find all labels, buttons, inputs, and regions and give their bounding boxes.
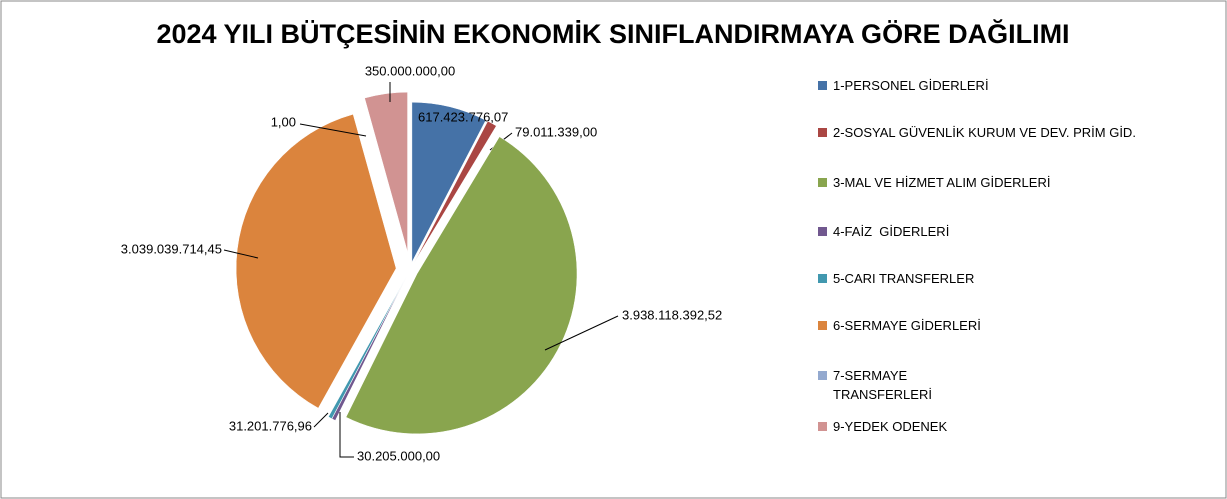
legend-label: 9-YEDEK ODENEK <box>833 419 948 434</box>
legend-item: 5-CARI TRANSFERLER <box>818 269 974 288</box>
legend-item: 7-SERMAYE TRANSFERLERİ <box>818 366 943 404</box>
data-label: 617.423.776,07 <box>418 109 508 124</box>
pie-slice <box>328 276 407 420</box>
data-label: 30.205.000,00 <box>357 448 440 463</box>
legend-swatch <box>818 227 827 236</box>
data-label: 350.000.000,00 <box>365 63 455 78</box>
legend-item: 1-PERSONEL GİDERLERİ <box>818 76 989 95</box>
legend-swatch <box>818 81 827 90</box>
chart-title: 2024 YILI BÜTÇESİNİN EKONOMİK SINIFLANDI… <box>156 18 1069 49</box>
leader-line <box>313 412 329 428</box>
leader-line <box>544 315 619 351</box>
legend-item: 6-SERMAYE GİDERLERİ <box>818 316 981 335</box>
legend-label: 4-FAİZ GİDERLERİ <box>833 224 950 239</box>
pie-slice <box>345 136 578 435</box>
legend-swatch <box>818 274 827 283</box>
data-label: 3.938.118.392,52 <box>622 307 722 322</box>
pie-slice <box>364 91 408 253</box>
legend-label: 1-PERSONEL GİDERLERİ <box>833 78 989 93</box>
pie-slice <box>413 120 497 264</box>
legend-swatch <box>818 422 827 431</box>
legend-item: 2-SOSYAL GÜVENLİK KURUM VE DEV. PRİM GİD… <box>818 123 1136 142</box>
legend-swatch <box>818 321 827 330</box>
data-label: 79.011.339,00 <box>515 124 597 139</box>
legend-label: 3-MAL VE HİZMET ALIM GİDERLERİ <box>833 175 1051 190</box>
legend-label: 2-SOSYAL GÜVENLİK KURUM VE DEV. PRİM GİD… <box>833 125 1136 140</box>
pie-slice <box>363 102 407 257</box>
legend-item: 4-FAİZ GİDERLERİ <box>818 222 949 241</box>
legend-label: 6-SERMAYE GİDERLERİ <box>833 318 981 333</box>
legend-swatch <box>818 371 827 380</box>
legend-swatch <box>818 128 827 137</box>
legend-label: 5-CARI TRANSFERLER <box>833 271 975 286</box>
legend-swatch <box>818 178 827 187</box>
leader-line <box>223 249 259 259</box>
data-label: 31.201.776,96 <box>229 418 312 433</box>
pie-slice <box>411 101 487 263</box>
leader-line <box>299 123 367 137</box>
pie-slice <box>235 113 397 409</box>
data-label: 3.039.039.714,45 <box>121 241 222 256</box>
legend-item: 9-YEDEK ODENEK <box>818 417 947 436</box>
legend-item: 3-MAL VE HİZMET ALIM GİDERLERİ <box>818 173 1050 192</box>
data-label: 1,00 <box>271 114 296 129</box>
leader-line <box>339 412 354 458</box>
legend-label: 7-SERMAYE TRANSFERLERİ <box>833 368 932 402</box>
